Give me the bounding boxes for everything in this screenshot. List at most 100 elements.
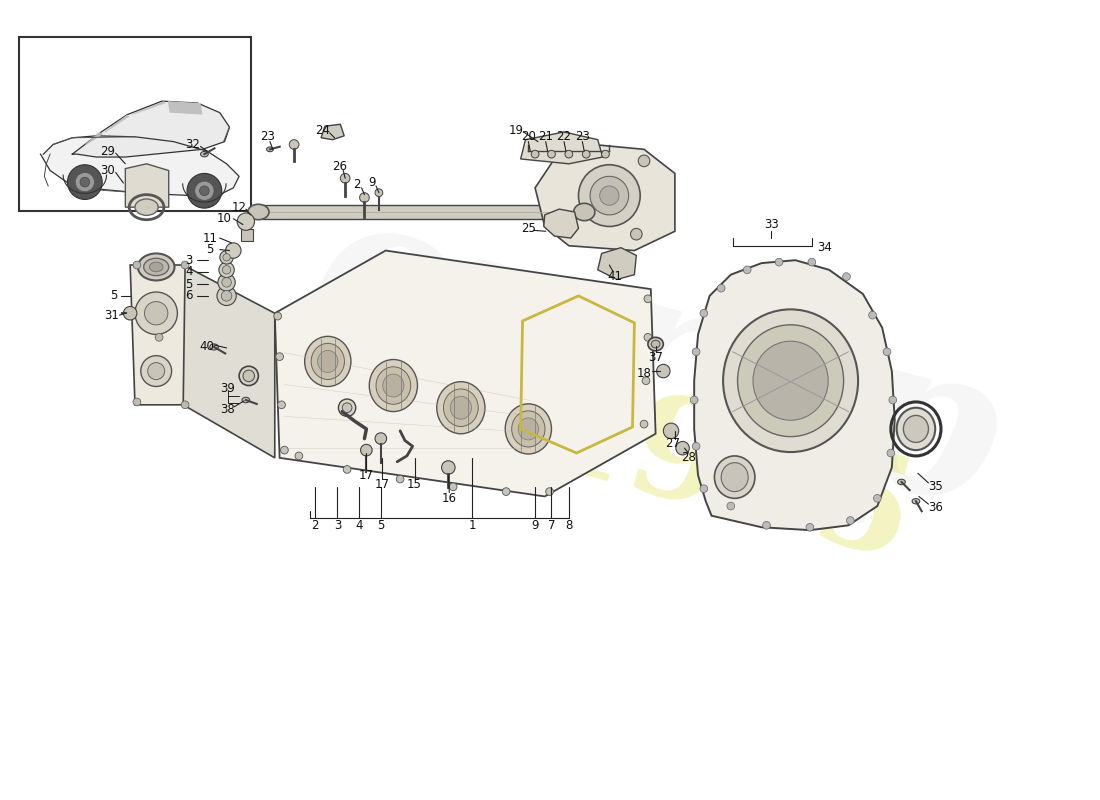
Circle shape xyxy=(223,254,230,261)
Circle shape xyxy=(243,370,254,382)
Circle shape xyxy=(531,150,539,158)
Circle shape xyxy=(807,258,816,266)
Ellipse shape xyxy=(896,408,935,450)
Text: 10: 10 xyxy=(217,212,231,226)
Ellipse shape xyxy=(651,340,660,348)
Polygon shape xyxy=(321,124,344,140)
Ellipse shape xyxy=(383,374,404,397)
Circle shape xyxy=(600,186,619,206)
Polygon shape xyxy=(597,248,636,279)
Circle shape xyxy=(238,213,254,230)
Circle shape xyxy=(187,174,222,208)
Circle shape xyxy=(289,140,299,150)
Circle shape xyxy=(360,193,370,202)
Circle shape xyxy=(503,488,510,495)
Ellipse shape xyxy=(266,147,273,152)
Ellipse shape xyxy=(135,199,158,215)
Ellipse shape xyxy=(138,254,175,281)
Circle shape xyxy=(222,278,231,287)
Text: 12: 12 xyxy=(232,201,246,214)
Circle shape xyxy=(449,483,456,490)
Ellipse shape xyxy=(242,398,250,402)
Circle shape xyxy=(226,243,241,258)
Ellipse shape xyxy=(210,344,219,350)
Text: 2: 2 xyxy=(311,519,319,532)
Circle shape xyxy=(638,155,650,166)
Circle shape xyxy=(155,334,163,341)
Circle shape xyxy=(546,488,553,495)
Circle shape xyxy=(147,362,165,379)
Polygon shape xyxy=(168,101,202,114)
Text: 21: 21 xyxy=(538,130,553,143)
Ellipse shape xyxy=(376,366,410,404)
Circle shape xyxy=(135,292,177,334)
Text: 9: 9 xyxy=(531,519,539,532)
Text: 8: 8 xyxy=(565,519,572,532)
Ellipse shape xyxy=(722,462,748,491)
Text: 5: 5 xyxy=(185,278,192,291)
Circle shape xyxy=(222,266,231,274)
Ellipse shape xyxy=(574,203,595,221)
Polygon shape xyxy=(184,265,275,458)
Text: 26: 26 xyxy=(332,160,346,173)
Ellipse shape xyxy=(443,389,478,426)
Ellipse shape xyxy=(311,343,344,379)
Ellipse shape xyxy=(450,396,472,419)
Circle shape xyxy=(141,356,172,386)
Circle shape xyxy=(199,186,209,196)
Text: 32: 32 xyxy=(186,138,200,151)
Text: 1985: 1985 xyxy=(519,362,927,592)
Ellipse shape xyxy=(754,341,828,420)
Text: 30: 30 xyxy=(100,164,116,177)
Circle shape xyxy=(776,258,783,266)
Circle shape xyxy=(133,398,141,406)
Ellipse shape xyxy=(648,338,663,351)
Circle shape xyxy=(565,150,573,158)
Circle shape xyxy=(182,261,189,269)
Polygon shape xyxy=(520,132,603,164)
Ellipse shape xyxy=(370,359,418,411)
Text: 19: 19 xyxy=(508,123,524,137)
Ellipse shape xyxy=(714,456,755,498)
Circle shape xyxy=(339,399,355,416)
Circle shape xyxy=(700,310,707,317)
Polygon shape xyxy=(125,164,168,207)
Ellipse shape xyxy=(505,404,551,454)
Circle shape xyxy=(80,178,90,187)
Circle shape xyxy=(582,150,590,158)
Circle shape xyxy=(218,274,235,291)
Text: 5: 5 xyxy=(110,290,118,302)
Text: 3: 3 xyxy=(333,519,341,532)
Circle shape xyxy=(602,150,609,158)
Ellipse shape xyxy=(518,418,539,440)
Polygon shape xyxy=(535,145,675,250)
Circle shape xyxy=(640,420,648,428)
Text: 34: 34 xyxy=(817,241,832,254)
Circle shape xyxy=(361,444,372,456)
Circle shape xyxy=(217,286,236,306)
Polygon shape xyxy=(694,260,894,530)
Text: 37: 37 xyxy=(648,351,663,364)
Text: 2: 2 xyxy=(353,178,361,190)
Text: 39: 39 xyxy=(220,382,235,395)
Text: 35: 35 xyxy=(927,480,943,494)
Text: 29: 29 xyxy=(100,145,116,158)
Circle shape xyxy=(579,165,640,226)
Ellipse shape xyxy=(912,498,920,504)
Text: 38: 38 xyxy=(220,403,235,416)
Ellipse shape xyxy=(200,151,208,157)
Circle shape xyxy=(727,502,735,510)
Text: 9: 9 xyxy=(368,176,376,189)
Circle shape xyxy=(195,181,214,201)
Polygon shape xyxy=(275,250,656,497)
Circle shape xyxy=(806,523,814,531)
Circle shape xyxy=(133,261,141,269)
Ellipse shape xyxy=(305,336,351,386)
Text: 7: 7 xyxy=(548,519,556,532)
Circle shape xyxy=(295,452,302,460)
Circle shape xyxy=(219,262,234,278)
Text: 16: 16 xyxy=(442,492,456,505)
Polygon shape xyxy=(73,101,230,157)
Circle shape xyxy=(663,423,679,438)
Text: 28: 28 xyxy=(681,451,696,464)
